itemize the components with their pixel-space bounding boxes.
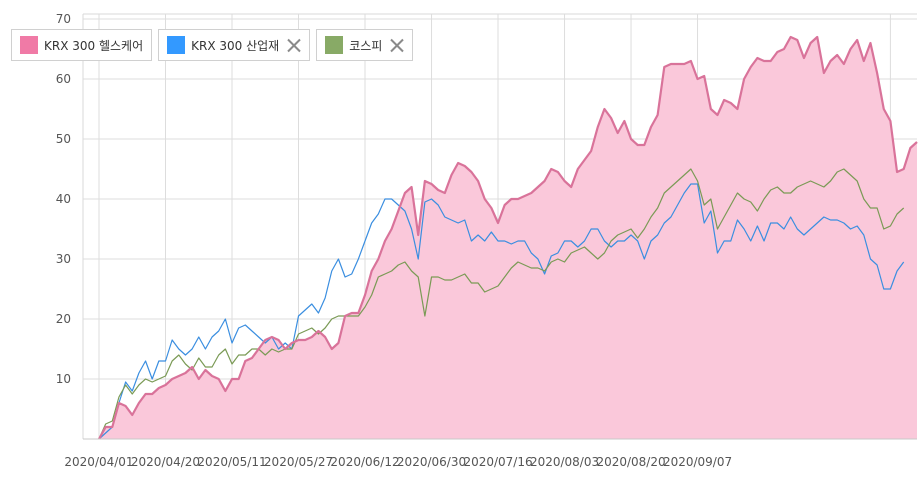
y-tick-label: 60 xyxy=(56,72,71,86)
legend-swatch-healthcare xyxy=(20,36,38,54)
y-tick-label: 70 xyxy=(56,12,71,26)
legend-item-kospi[interactable]: 코스피 xyxy=(316,29,414,61)
remove-industrials-close-icon[interactable] xyxy=(287,38,301,52)
x-tick-label: 2020/09/07 xyxy=(663,455,732,469)
healthcare-line xyxy=(98,35,918,440)
legend-swatch-industrials xyxy=(167,36,186,54)
y-tick-label: 30 xyxy=(56,252,71,266)
x-tick-label: 2020/05/11 xyxy=(197,455,266,469)
x-tick-label: 2020/08/03 xyxy=(530,455,599,469)
legend: KRX 300 헬스케어 KRX 300 산업재 코스피 xyxy=(11,29,414,61)
industrials-line xyxy=(98,183,905,440)
x-tick-label: 2020/07/16 xyxy=(463,455,532,469)
x-tick-label: 2020/08/20 xyxy=(596,455,665,469)
legend-item-healthcare[interactable]: KRX 300 헬스케어 xyxy=(11,29,153,61)
x-tick-label: 2020/04/20 xyxy=(131,455,200,469)
y-tick-label: 10 xyxy=(56,372,71,386)
kospi-line xyxy=(98,168,905,440)
y-tick-label: 40 xyxy=(56,192,71,206)
legend-label-healthcare: KRX 300 헬스케어 xyxy=(44,38,144,53)
y-tick-label: 20 xyxy=(56,312,71,326)
legend-item-industrials[interactable]: KRX 300 산업재 xyxy=(158,29,311,61)
legend-label-industrials: KRX 300 산업재 xyxy=(191,38,280,53)
remove-kospi-close-icon[interactable] xyxy=(390,38,404,52)
x-tick-label: 2020/05/27 xyxy=(264,455,333,469)
legend-swatch-kospi xyxy=(325,36,344,54)
x-tick-label: 2020/06/30 xyxy=(397,455,466,469)
x-tick-label: 2020/06/12 xyxy=(330,455,399,469)
x-tick-label: 2020/04/01 xyxy=(64,455,133,469)
legend-label-kospi: 코스피 xyxy=(349,38,383,53)
y-tick-label: 50 xyxy=(56,132,71,146)
healthcare-area xyxy=(99,37,917,439)
